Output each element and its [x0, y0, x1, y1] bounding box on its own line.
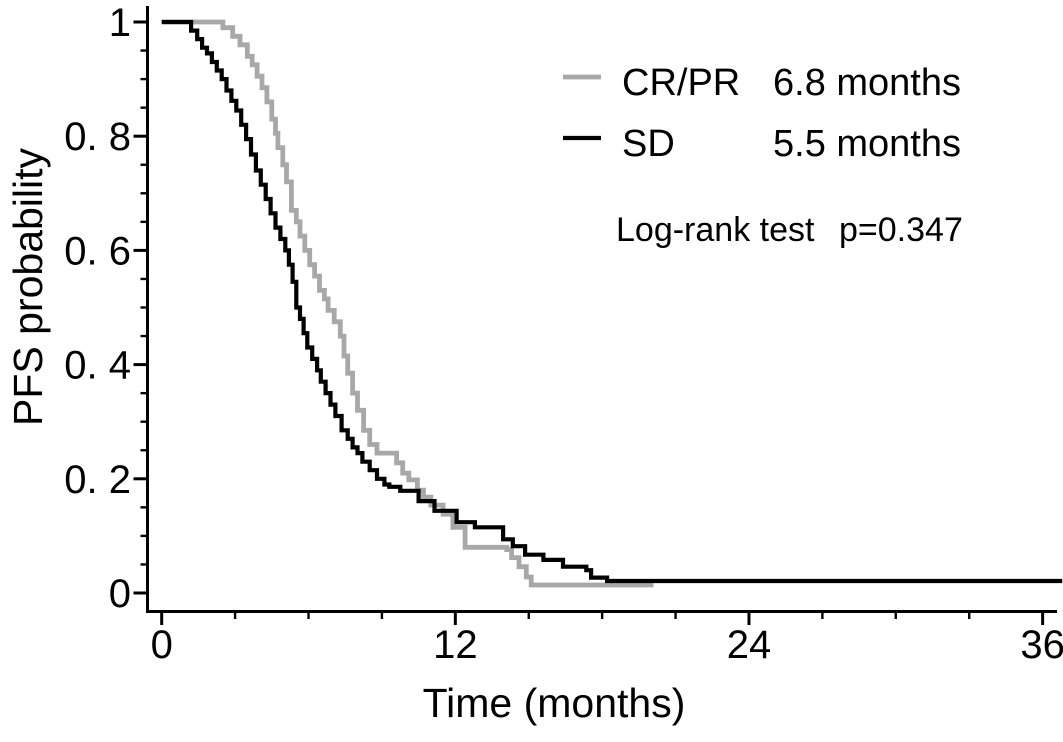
legend: CR/PR 6.8 months SD 5.5 months Log-rank …	[563, 62, 963, 249]
legend-label-crpr: CR/PR	[622, 62, 740, 104]
legend-label-sd: SD	[622, 123, 675, 165]
x-tick-label: 12	[433, 623, 478, 667]
legend-value-sd: 5.5 months	[773, 123, 961, 165]
x-tick-label: 36	[1020, 623, 1063, 667]
y-tick-label: 0. 8	[64, 115, 131, 159]
legend-value-crpr: 6.8 months	[773, 62, 961, 104]
x-tick-label: 24	[727, 623, 772, 667]
axes	[133, 6, 1057, 625]
curve-sd	[161, 19, 1063, 584]
y-tick-label: 0. 4	[64, 344, 131, 388]
x-axis-title: Time (months)	[423, 680, 686, 726]
y-tick-label: 0	[109, 572, 131, 616]
x-tick-label: 0	[151, 623, 173, 667]
y-tick-label: 1	[109, 1, 131, 45]
logrank-test-label: Log-rank test	[616, 211, 815, 249]
y-axis-title: PFS probability	[5, 147, 51, 426]
logrank-p-value: p=0.347	[839, 211, 963, 249]
tick-labels: 00. 20. 40. 60. 810 12 24 36	[64, 1, 1063, 667]
y-tick-label: 0. 6	[64, 229, 131, 273]
y-tick-label: 0. 2	[64, 458, 131, 502]
survival-curves	[161, 19, 1063, 588]
